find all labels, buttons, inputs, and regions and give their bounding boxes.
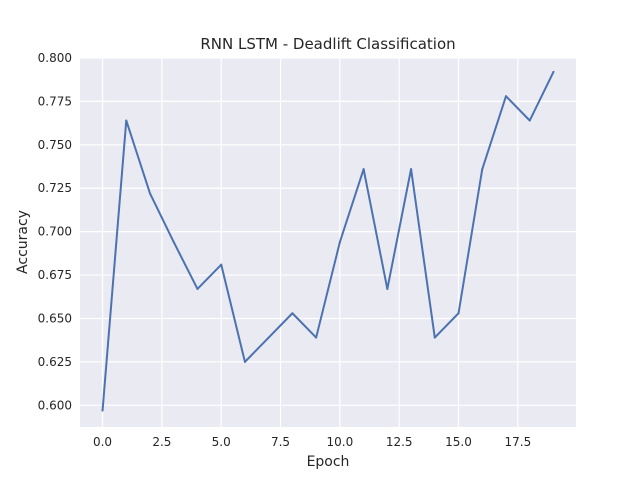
data-point [315,336,318,339]
data-point [267,336,270,339]
data-point [481,168,484,171]
data-point [220,263,223,266]
data-point [504,95,507,98]
data-point [196,287,199,290]
y-tick-label: 0.700 [38,225,72,239]
x-tick-label: 12.5 [386,435,413,449]
data-point [386,287,389,290]
x-tick-label: 15.0 [445,435,472,449]
x-tick-label: 17.5 [504,435,531,449]
x-tick-label: 0.0 [93,435,112,449]
data-point [528,119,531,122]
x-tick-label: 7.5 [271,435,290,449]
data-point [243,360,246,363]
data-point [172,241,175,244]
x-tick-label: 5.0 [212,435,231,449]
data-point [101,409,104,412]
x-tick-label: 2.5 [152,435,171,449]
chart-title: RNN LSTM - Deadlift Classification [200,35,455,53]
data-point [362,168,365,171]
series-layer [101,70,555,412]
data-point [457,312,460,315]
y-tick-label: 0.750 [38,138,72,152]
data-point [552,70,555,73]
y-tick-labels: 0.600 0.625 0.650 0.675 0.700 0.725 0.750 0.775… [38,51,72,412]
data-point [125,119,128,122]
x-axis-label: Epoch [307,454,350,470]
y-tick-label: 0.600 [38,398,72,412]
y-tick-label: 0.675 [38,268,72,282]
data-point [433,336,436,339]
data-point [410,168,413,171]
y-tick-label: 0.800 [38,51,72,65]
y-tick-label: 0.625 [38,355,72,369]
plot-background [80,58,576,427]
series-line [101,70,555,412]
data-point [291,312,294,315]
y-axis-label: Accuracy [15,210,31,274]
y-tick-label: 0.775 [38,94,72,108]
y-tick-label: 0.725 [38,181,72,195]
data-point [338,241,341,244]
x-tick-label: 10.0 [327,435,354,449]
x-tick-labels: 0.0 2.5 5.0 7.5 10.0 12.5 15.0 17.5 [93,435,531,449]
y-tick-label: 0.650 [38,311,72,325]
grid-lines [80,57,576,427]
data-point [149,192,152,195]
